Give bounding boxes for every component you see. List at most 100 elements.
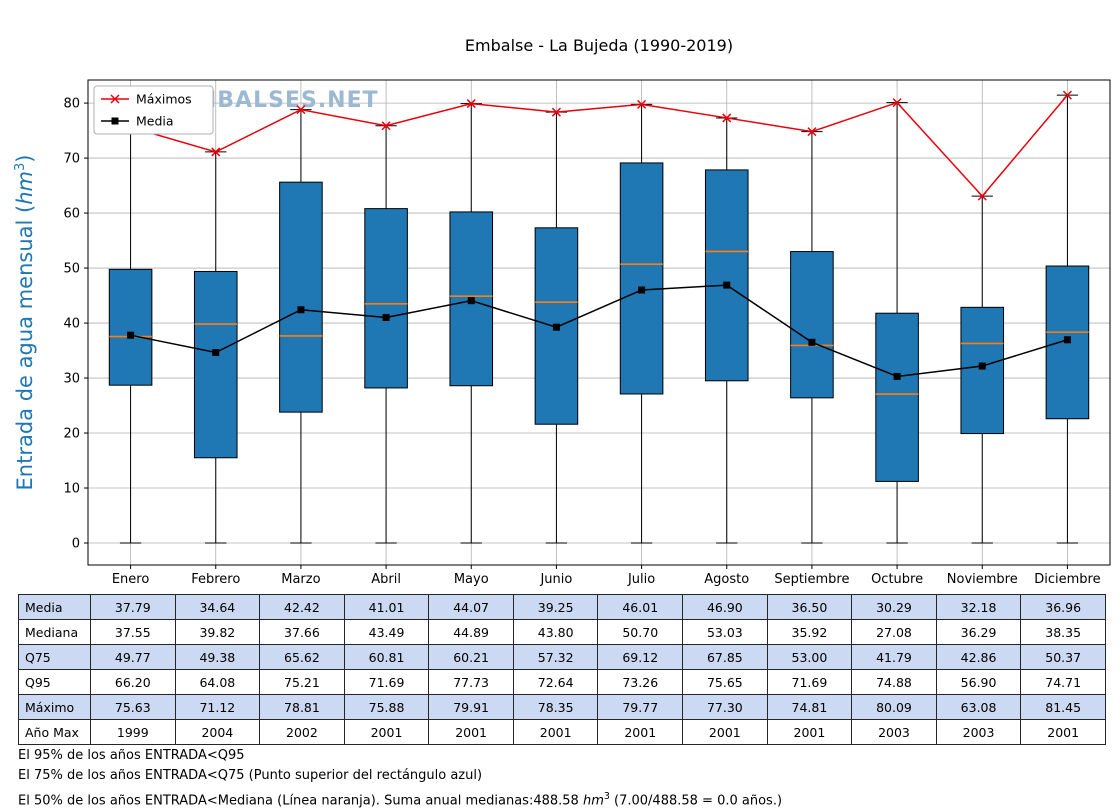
x-marker bbox=[637, 99, 647, 109]
x-marker bbox=[381, 121, 391, 131]
table-cell: 34.64 bbox=[174, 594, 261, 620]
y-tick-label: 10 bbox=[63, 482, 80, 497]
table-row-label: Año Max bbox=[18, 719, 91, 745]
table-cell: 69.12 bbox=[597, 644, 684, 670]
table-cell: 2004 bbox=[174, 719, 261, 745]
table-cell: 72.64 bbox=[512, 669, 599, 695]
table-cell: 75.88 bbox=[343, 694, 430, 720]
square-marker bbox=[382, 313, 390, 321]
table-cell: 30.29 bbox=[851, 594, 937, 620]
table-cell: 50.37 bbox=[1020, 644, 1106, 670]
table-cell: 79.77 bbox=[597, 694, 684, 720]
box bbox=[960, 306, 1005, 435]
boxplot-group bbox=[108, 94, 1090, 544]
x-marker bbox=[1062, 90, 1072, 100]
table-row: Mediana 37.55 39.82 37.66 43.49 44.89 43.80 50.… bbox=[18, 619, 1106, 645]
table-cell: 36.50 bbox=[766, 594, 853, 620]
table-cell: 80.09 bbox=[851, 694, 937, 720]
square-marker bbox=[467, 297, 475, 305]
box bbox=[279, 181, 323, 413]
table-cell: 41.01 bbox=[343, 594, 430, 620]
table-cell: 37.79 bbox=[90, 594, 176, 620]
table-cell: 49.38 bbox=[174, 644, 261, 670]
square-marker bbox=[1063, 336, 1071, 344]
table-cell: 74.71 bbox=[1020, 669, 1106, 695]
table-cell: 74.81 bbox=[766, 694, 853, 720]
stats-table: Media 37.79 34.64 42.42 41.01 44.07 39.25 46.01… bbox=[18, 594, 1106, 745]
table-cell: 65.62 bbox=[259, 644, 345, 670]
x-marker bbox=[296, 105, 306, 115]
table-cell: 56.90 bbox=[935, 669, 1022, 695]
table-row: Q75 49.77 49.38 65.62 60.81 60.21 57.32 69.12 67… bbox=[18, 644, 1106, 670]
media-line bbox=[127, 281, 1071, 380]
box bbox=[619, 162, 664, 395]
table-cell: 2001 bbox=[597, 719, 684, 745]
y-tick-label: 80 bbox=[63, 97, 80, 112]
axis-ticks: 0 10 20 30 40 50 60 70 80 Enero Febrero Marzo Abril M… bbox=[63, 97, 1100, 587]
table-cell: 36.29 bbox=[935, 619, 1022, 645]
table-cell: 75.63 bbox=[90, 694, 176, 720]
y-tick-label: 20 bbox=[63, 427, 80, 442]
x-marker bbox=[977, 191, 987, 201]
y-tick-label: 0 bbox=[72, 537, 80, 552]
x-marker bbox=[551, 107, 561, 117]
x-marker bbox=[722, 113, 732, 123]
footer-line-q75: El 75% de los años ENTRADA<Q75 (Punto su… bbox=[18, 767, 483, 783]
table-cell: 75.65 bbox=[682, 669, 768, 695]
y-tick-label: 40 bbox=[63, 317, 80, 332]
table-cell: 71.12 bbox=[174, 694, 261, 720]
box bbox=[790, 251, 834, 399]
footer-notes: El 95% de los años ENTRADA<Q95 El 75% de… bbox=[18, 746, 782, 811]
table-cell: 27.08 bbox=[851, 619, 937, 645]
legend-label-maximos: Máximos bbox=[136, 92, 192, 107]
square-marker bbox=[552, 323, 560, 331]
table-cell: 53.03 bbox=[682, 619, 768, 645]
x-tick-label: Septiembre bbox=[774, 572, 849, 587]
table-cell: 2001 bbox=[343, 719, 430, 745]
table-cell: 66.20 bbox=[90, 669, 176, 695]
table-cell: 67.85 bbox=[682, 644, 768, 670]
x-marker bbox=[807, 127, 817, 137]
table-cell: 60.81 bbox=[343, 644, 430, 670]
x-tick-label: Febrero bbox=[191, 572, 240, 587]
table-cell: 74.88 bbox=[851, 669, 937, 695]
table-cell: 64.08 bbox=[174, 669, 261, 695]
y-tick-label: 50 bbox=[63, 262, 80, 277]
y-tick-label: 30 bbox=[63, 372, 80, 387]
table-cell: 42.42 bbox=[259, 594, 345, 620]
x-tick-label: Noviembre bbox=[947, 572, 1018, 587]
table-cell: 78.35 bbox=[512, 694, 599, 720]
x-tick-label: Mayo bbox=[454, 572, 489, 587]
x-marker bbox=[466, 99, 476, 109]
table-cell: 44.89 bbox=[428, 619, 514, 645]
table-cell: 35.92 bbox=[766, 619, 853, 645]
y-tick-label: 70 bbox=[63, 152, 80, 167]
table-row: Q95 66.20 64.08 75.21 71.69 77.73 72.64 73.26 75… bbox=[18, 669, 1106, 695]
table-cell: 38.35 bbox=[1020, 619, 1106, 645]
square-marker bbox=[808, 338, 816, 346]
table-cell: 2003 bbox=[851, 719, 937, 745]
table-cell: 43.49 bbox=[343, 619, 430, 645]
table-row: Año Max 1999 2004 2002 2001 2001 2001 2001 2001 2… bbox=[18, 719, 1106, 745]
table-cell: 2001 bbox=[428, 719, 514, 745]
square-marker bbox=[893, 372, 901, 380]
table-cell: 81.45 bbox=[1020, 694, 1106, 720]
legend: Máximos Media bbox=[93, 85, 214, 135]
table-row-label: Mediana bbox=[18, 619, 91, 645]
stats-table-body: Media 37.79 34.64 42.42 41.01 44.07 39.25 46.01… bbox=[18, 594, 1106, 745]
x-marker bbox=[892, 98, 902, 108]
table-cell: 37.55 bbox=[90, 619, 176, 645]
x-tick-label: Enero bbox=[112, 572, 150, 587]
table-cell: 71.69 bbox=[766, 669, 853, 695]
table-cell: 2002 bbox=[259, 719, 345, 745]
table-cell: 79.91 bbox=[428, 694, 514, 720]
legend-square-marker bbox=[111, 117, 119, 125]
legend-label-media: Media bbox=[136, 114, 174, 129]
table-cell: 2003 bbox=[935, 719, 1022, 745]
table-cell: 75.21 bbox=[259, 669, 345, 695]
table-row-label: Q75 bbox=[18, 644, 91, 670]
table-cell: 39.25 bbox=[512, 594, 599, 620]
table-cell: 2001 bbox=[1020, 719, 1106, 745]
y-axis-label: Entrada de agua mensual (hm3) bbox=[13, 155, 37, 491]
table-cell: 73.26 bbox=[597, 669, 684, 695]
